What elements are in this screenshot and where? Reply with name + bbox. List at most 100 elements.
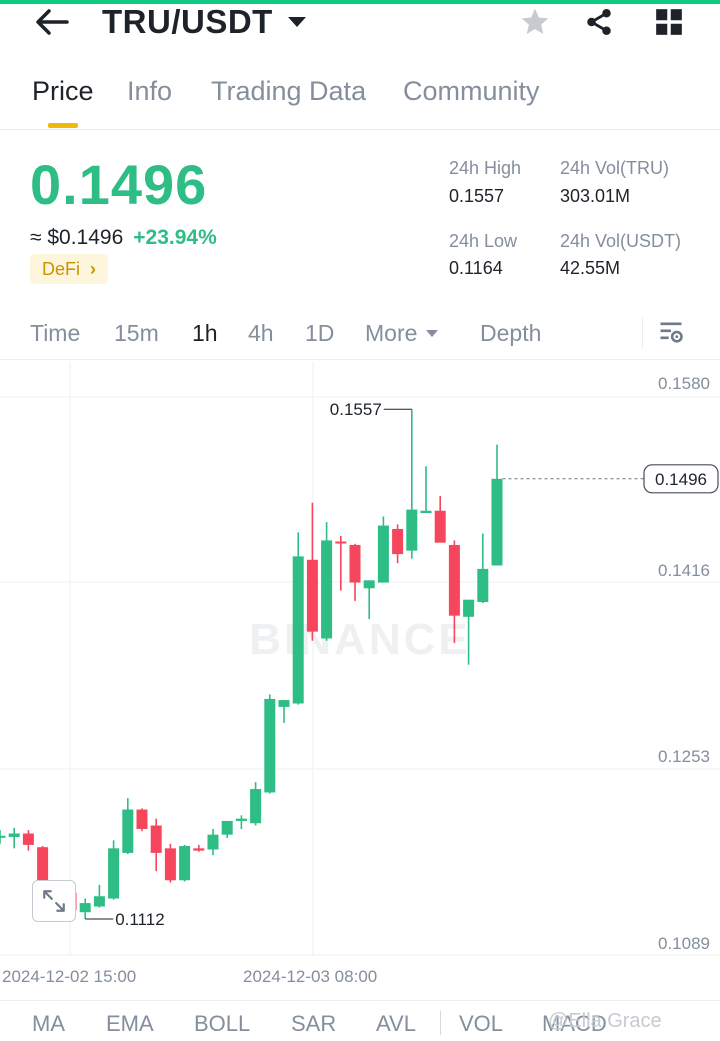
- high-marker-label: 0.1557: [330, 400, 382, 419]
- tab-trading-data[interactable]: Trading Data: [211, 76, 367, 106]
- indicator-macd[interactable]: MACD: [542, 1011, 607, 1036]
- candle-body: [136, 809, 148, 829]
- pair-selector[interactable]: TRU/USDT: [102, 3, 307, 40]
- candle-body: [221, 820, 233, 835]
- interval-time[interactable]: Time: [30, 320, 81, 346]
- candle-body: [420, 510, 432, 514]
- candle-body: [179, 846, 191, 881]
- chevron-right-icon: ›: [90, 258, 97, 279]
- interval-depth[interactable]: Depth: [480, 320, 542, 346]
- price-change: +23.94%: [133, 226, 217, 249]
- caret-down-icon: [426, 329, 439, 337]
- indicator-avl[interactable]: AVL: [376, 1011, 416, 1036]
- price-axis-label: 0.1253: [658, 747, 710, 766]
- category-tag-label: DeFi: [42, 258, 81, 279]
- chart-settings-button[interactable]: [657, 318, 685, 351]
- active-tab-indicator: [48, 123, 78, 128]
- star-icon: [521, 8, 549, 34]
- interval-4h[interactable]: 4h: [248, 320, 274, 346]
- candle-body: [8, 833, 20, 837]
- candle-body: [278, 700, 290, 707]
- candle-body: [406, 509, 418, 551]
- candle-body: [321, 540, 333, 639]
- stat-high-label: 24h High: [449, 158, 522, 178]
- header: TRU/USDT: [0, 3, 720, 56]
- stat-vol-usdt-label: 24h Vol(USDT): [560, 231, 682, 251]
- interval-15m[interactable]: 15m: [114, 320, 159, 346]
- candle-body: [491, 478, 503, 566]
- indicator-sar[interactable]: SAR: [291, 1011, 337, 1036]
- price-usd: ≈ $0.1496: [30, 226, 124, 249]
- top-accent-bar: [0, 0, 720, 4]
- chart-markers: 0.1496 0.1557 0.1112: [85, 400, 719, 929]
- tab-info[interactable]: Info: [127, 76, 173, 106]
- interval-divider: [642, 318, 643, 348]
- stat-low-value: 0.1164: [449, 258, 503, 278]
- favorite-button[interactable]: [517, 4, 553, 40]
- candle-body: [306, 559, 318, 632]
- candle-body: [377, 525, 389, 583]
- stat-vol-usdt-value: 42.55M: [560, 258, 621, 278]
- candle-body: [349, 544, 361, 583]
- candle-body: [108, 848, 120, 899]
- tab-community[interactable]: Community: [403, 76, 540, 106]
- candle-body: [477, 568, 489, 602]
- back-button[interactable]: [30, 4, 74, 40]
- candle-body: [150, 825, 162, 853]
- price-axis-label: 0.1416: [658, 561, 710, 580]
- interval-bar: Time 15m 1h 4h 1D More Depth: [0, 310, 720, 360]
- candle-body: [37, 847, 49, 908]
- candle-body: [122, 809, 134, 853]
- price-axis: 0.1580 0.1416 0.1253 0.1089 2024-12-02 15:00…: [2, 374, 710, 982]
- candle-body: [392, 528, 404, 555]
- interval-more[interactable]: More: [365, 320, 439, 347]
- back-arrow-icon: [36, 9, 69, 35]
- interval-1d[interactable]: 1D: [305, 320, 335, 346]
- candle-body: [448, 544, 460, 616]
- share-button[interactable]: [581, 4, 617, 40]
- price-chart[interactable]: BINANCE 0.1580 0.1416 0.1253 0.1089 2024-12-…: [0, 362, 720, 982]
- candle-body: [0, 835, 6, 838]
- candle-body: [193, 848, 205, 851]
- interval-1h[interactable]: 1h: [192, 320, 218, 346]
- chart-grid: [0, 362, 720, 956]
- candle-body: [235, 818, 247, 821]
- expand-icon: [43, 890, 65, 912]
- grid-icon: [656, 9, 682, 35]
- indicator-ema[interactable]: EMA: [106, 1011, 154, 1036]
- chart-watermark: BINANCE: [249, 615, 470, 664]
- price-axis-label: 0.1089: [658, 934, 710, 953]
- candle-body: [264, 698, 276, 793]
- candle-body: [463, 599, 475, 617]
- candle-body: [363, 580, 375, 589]
- indicator-vol[interactable]: VOL: [459, 1011, 504, 1036]
- chart-settings-icon: [660, 322, 683, 343]
- layout-button[interactable]: [651, 4, 687, 40]
- indicator-boll[interactable]: BOLL: [194, 1011, 251, 1036]
- candle-body: [79, 903, 91, 913]
- indicator-ma[interactable]: MA: [32, 1011, 65, 1036]
- stat-low-label: 24h Low: [449, 231, 518, 251]
- category-tag[interactable]: DeFi ›: [30, 254, 109, 284]
- price-usd-row: ≈ $0.1496 +23.94%: [30, 226, 217, 250]
- candle-body: [22, 833, 34, 845]
- price-axis-label: 0.1580: [658, 374, 710, 393]
- last-price-box: [643, 464, 719, 494]
- last-price-label: 0.1496: [655, 470, 707, 489]
- fullscreen-button[interactable]: [32, 880, 76, 922]
- stat-vol-tru-label: 24h Vol(TRU): [560, 158, 670, 178]
- tab-price[interactable]: Price: [32, 76, 94, 106]
- indicator-divider: [440, 1011, 441, 1035]
- candle-body: [335, 541, 347, 544]
- author-watermark: @Ella Grace: [548, 1010, 662, 1032]
- time-axis-label: 2024-12-03 08:00: [243, 967, 377, 982]
- candle-body: [93, 896, 105, 907]
- stat-vol-tru-value: 303.01M: [560, 186, 631, 206]
- candle-body: [207, 834, 219, 850]
- candle-body: [250, 789, 262, 824]
- time-axis-label: 2024-12-02 15:00: [2, 967, 136, 982]
- main-tabs: Price Info Trading Data Community: [0, 72, 720, 130]
- candle-body: [164, 848, 176, 881]
- stat-high-value: 0.1557: [449, 186, 505, 206]
- interval-more-label: More: [365, 320, 418, 346]
